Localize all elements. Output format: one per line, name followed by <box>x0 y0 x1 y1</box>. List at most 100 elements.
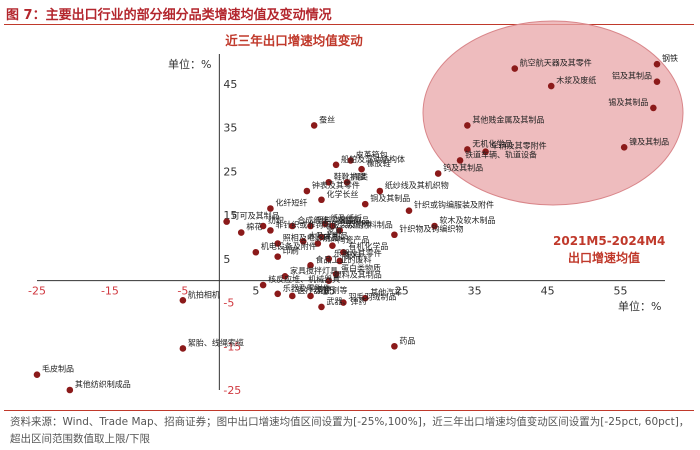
data-point <box>650 104 657 112</box>
point-label: 鞋靴护腿 <box>334 171 366 181</box>
y-tick-label: -5 <box>223 297 234 310</box>
data-point <box>179 297 187 304</box>
data-point <box>314 240 322 247</box>
point-label: 药品 <box>399 335 415 345</box>
point-label: 镍及其制品 <box>629 136 669 146</box>
y-tick-label: 5 <box>223 253 230 266</box>
data-point <box>361 294 369 302</box>
point-label: 木浆及废纸 <box>556 75 596 85</box>
data-point <box>391 342 398 350</box>
data-point <box>179 345 187 352</box>
x-tick-label: 5 <box>252 285 259 298</box>
data-point <box>288 292 296 300</box>
data-point <box>252 248 260 256</box>
data-point <box>288 222 296 230</box>
point-label: 毛皮制品 <box>42 364 74 374</box>
point-label: 医疗器械 <box>297 285 329 295</box>
x-tick-label: 15 <box>322 285 336 298</box>
chart-title: 近三年出口增速均值变动 <box>225 33 363 48</box>
point-label: 橡胶鞋 <box>367 158 391 168</box>
data-point <box>340 299 347 306</box>
point-label: 塑料及制品 <box>316 215 356 225</box>
point-label: 家具 <box>326 226 342 236</box>
data-point <box>482 148 489 155</box>
data-point <box>329 242 336 249</box>
point-label: 洗涤剂等 <box>316 285 348 295</box>
point-label: 钢铁制品 <box>337 215 369 225</box>
data-point <box>307 222 314 230</box>
point-label: 有机化学品 <box>348 241 388 251</box>
point-label: 针织或钩编服装及附件 <box>414 200 494 210</box>
data-point <box>310 122 318 129</box>
data-point <box>223 218 230 225</box>
x-axis-unit: 单位：% <box>618 299 661 313</box>
point-label: 纺织 <box>268 215 284 225</box>
x-axis-subtitle: 出口增速均值 <box>568 250 640 265</box>
data-point <box>303 187 311 195</box>
point-label: 蛋白类物质 <box>341 263 381 273</box>
point-label: 航拍相机 <box>188 289 220 299</box>
data-point <box>281 272 289 280</box>
point-label: 乐器及其零件 <box>334 248 382 258</box>
data-point <box>431 222 438 230</box>
data-point <box>358 165 365 173</box>
data-point <box>361 200 369 208</box>
y-tick-label: 35 <box>223 122 237 135</box>
data-point <box>434 170 442 177</box>
point-label: 玩具 <box>323 233 339 242</box>
data-point <box>376 187 384 195</box>
point-label: 非针织或非钩编服装及附件 <box>275 219 371 229</box>
highlight-region <box>422 20 684 206</box>
point-label: 铝及其制品 <box>612 71 652 81</box>
x-tick-label: -5 <box>177 285 188 298</box>
point-label: 塑料及其制品 <box>334 270 382 280</box>
point-label: 针织物及钩编织物 <box>399 224 463 234</box>
data-point <box>274 240 282 247</box>
point-label: 核反应堆、机械器具 <box>268 274 340 284</box>
point-label: 其他汽车 <box>370 287 402 297</box>
point-label: 蚕丝 <box>319 114 335 124</box>
data-point <box>325 277 333 284</box>
data-point <box>456 157 464 164</box>
point-label: 照相及电影用品 <box>283 232 339 242</box>
data-point <box>274 290 282 298</box>
point-label: 其他纺织制成品 <box>75 379 131 389</box>
point-label: 印刷 <box>283 247 299 256</box>
footer-rule <box>4 410 694 411</box>
point-label: 羽毛羽绒制品 <box>348 292 396 302</box>
x-tick-label: -15 <box>101 285 119 298</box>
y-axis-unit: 单位：% <box>168 57 211 71</box>
point-label: 其他贱金属及其制品 <box>472 114 544 124</box>
point-label: 帽类 <box>352 171 368 181</box>
x-tick-label: 35 <box>468 285 482 298</box>
data-point <box>237 229 245 236</box>
point-label: 钟表及其零件 <box>312 180 360 190</box>
point-label: 家具搅拌灯具 <box>290 265 338 275</box>
data-point <box>464 146 471 153</box>
point-label: 无机化学品 <box>472 138 512 148</box>
data-point <box>547 82 555 90</box>
data-point <box>511 65 519 72</box>
point-label: 化纤短纤 <box>275 198 307 208</box>
data-point <box>267 205 274 212</box>
y-tick-label: 25 <box>223 165 237 178</box>
data-point <box>620 143 628 151</box>
data-point <box>318 303 325 311</box>
data-points <box>33 60 661 394</box>
point-label: 航空航天器及其零件 <box>520 58 592 68</box>
point-label: 陶瓷产品 <box>337 235 369 245</box>
data-point <box>267 227 274 234</box>
point-label: 纸及纸板 <box>330 213 362 223</box>
point-label: 机电设备及附件 <box>261 241 317 251</box>
point-label: 铁道车辆、轨道设备 <box>465 149 537 159</box>
source-note: 资料来源：Wind、Trade Map、招商证券；图中出口增速均值区间设置为[-… <box>10 416 690 445</box>
data-point <box>66 386 74 394</box>
point-label: 肥料 <box>345 250 361 260</box>
point-label: 易燃材料制品 <box>345 219 393 229</box>
data-point <box>307 292 314 300</box>
data-point <box>321 220 329 228</box>
data-point <box>318 233 325 241</box>
point-label: 软木及软木制品 <box>440 215 496 225</box>
